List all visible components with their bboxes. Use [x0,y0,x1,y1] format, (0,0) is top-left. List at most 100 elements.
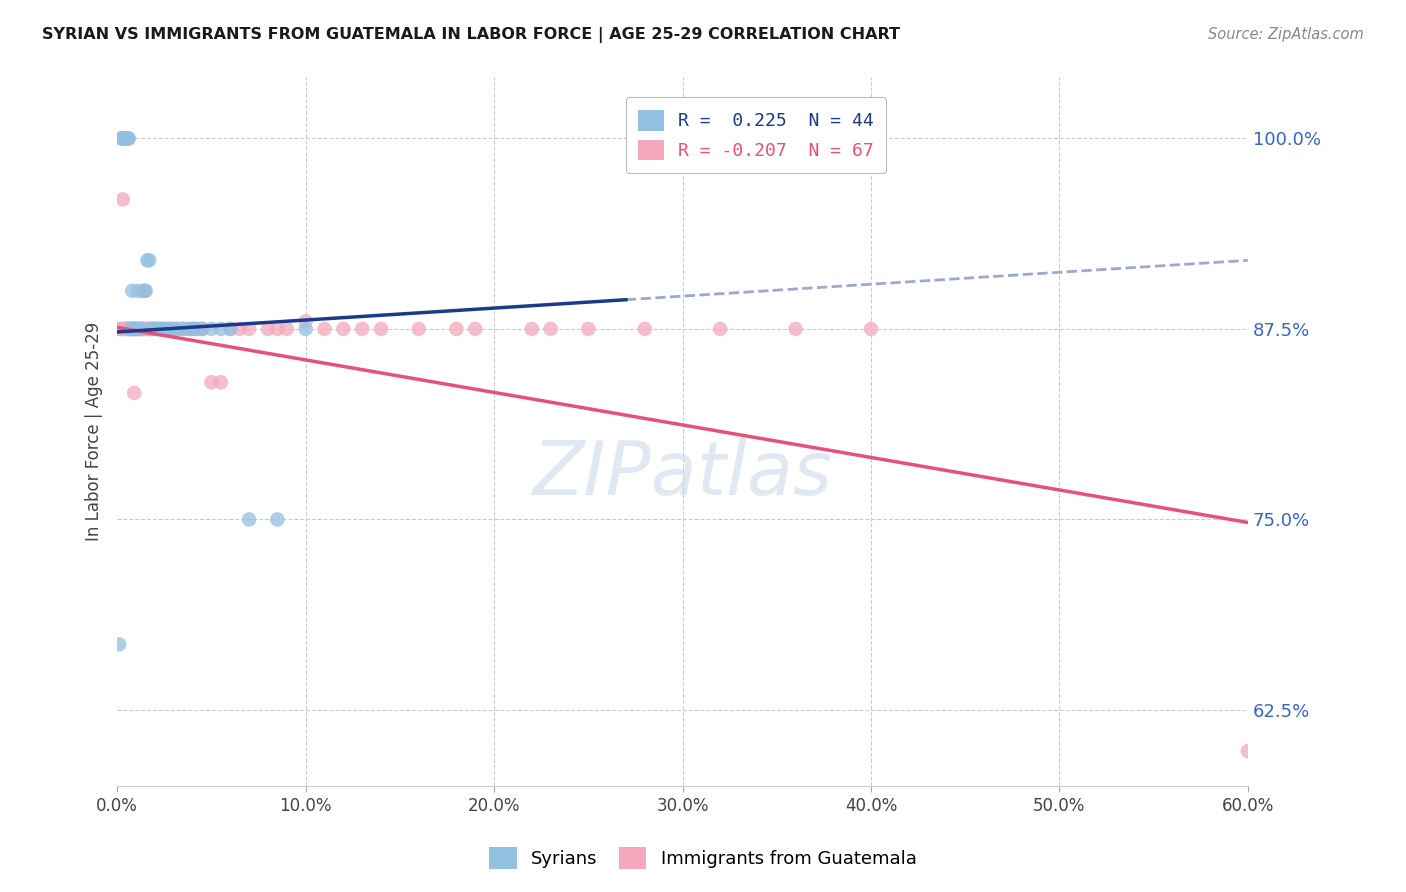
Point [163,322,186,336]
Point [181,322,204,336]
Point [117,131,139,145]
Point [172,322,194,336]
Point [859,322,882,336]
Point [464,322,486,336]
Point [111,193,134,207]
Point [128,322,150,336]
Point [1237,744,1260,758]
Point [111,131,134,145]
Point [314,322,336,336]
Point [186,322,208,336]
Point [127,284,149,298]
Point [209,376,232,390]
Point [148,322,170,336]
Point [172,322,194,336]
Point [134,284,156,298]
Point [120,322,142,336]
Point [121,322,143,336]
Point [520,322,543,336]
Point [108,637,131,651]
Point [120,322,142,336]
Point [128,322,150,336]
Point [540,322,562,336]
Point [115,322,138,336]
Point [276,322,298,336]
Point [121,284,143,298]
Point [219,322,242,336]
Point [219,322,242,336]
Point [177,322,200,336]
Point [163,322,186,336]
Point [134,322,156,336]
Legend: R =  0.225  N = 44, R = -0.207  N = 67: R = 0.225 N = 44, R = -0.207 N = 67 [626,97,886,173]
Point [191,322,214,336]
Point [115,322,138,336]
Point [117,131,139,145]
Point [138,322,160,336]
Point [131,322,153,336]
Point [145,322,167,336]
Point [134,284,156,298]
Text: Source: ZipAtlas.com: Source: ZipAtlas.com [1208,27,1364,42]
Legend: Syrians, Immigrants from Guatemala: Syrians, Immigrants from Guatemala [481,838,925,879]
Point [108,322,131,336]
Point [143,322,166,336]
Point [352,322,374,336]
Point [131,322,153,336]
Point [132,322,155,336]
Point [209,322,232,336]
Point [114,322,136,336]
Point [114,131,136,145]
Point [785,322,807,336]
Point [370,322,392,336]
Point [117,322,139,336]
Point [332,322,354,336]
Point [200,322,222,336]
Point [115,131,138,145]
Point [120,322,142,336]
Point [139,322,162,336]
Point [159,322,181,336]
Point [125,322,148,336]
Text: ZIPatlas: ZIPatlas [533,438,832,510]
Point [172,322,194,336]
Point [238,322,260,336]
Point [136,253,159,268]
Point [122,322,145,336]
Point [155,322,177,336]
Point [153,322,176,336]
Point [127,322,149,336]
Point [114,131,136,145]
Point [200,376,222,390]
Point [186,322,208,336]
Point [709,322,731,336]
Point [166,322,188,336]
Point [114,131,136,145]
Point [408,322,430,336]
Y-axis label: In Labor Force | Age 25-29: In Labor Force | Age 25-29 [86,322,103,541]
Point [266,512,288,526]
Point [266,322,288,336]
Point [122,386,145,401]
Point [139,322,162,336]
Point [257,322,280,336]
Text: SYRIAN VS IMMIGRANTS FROM GUATEMALA IN LABOR FORCE | AGE 25-29 CORRELATION CHART: SYRIAN VS IMMIGRANTS FROM GUATEMALA IN L… [42,27,900,43]
Point [138,253,160,268]
Point [125,322,148,336]
Point [136,322,159,336]
Point [128,322,150,336]
Point [446,322,468,336]
Point [177,322,200,336]
Point [576,322,599,336]
Point [228,322,250,336]
Point [159,322,181,336]
Point [152,322,174,336]
Point [110,322,132,336]
Point [294,314,316,328]
Point [155,322,177,336]
Point [111,322,134,336]
Point [121,322,143,336]
Point [191,322,214,336]
Point [111,131,134,145]
Point [143,322,166,336]
